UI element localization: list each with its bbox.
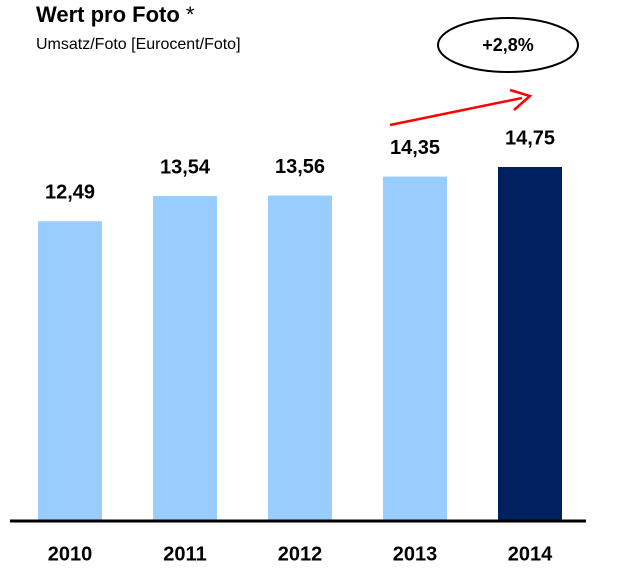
- value-label: 14,75: [505, 127, 555, 149]
- trend-arrow: [389, 96, 523, 127]
- x-tick-label: 2010: [48, 543, 93, 565]
- value-label: 14,35: [390, 137, 440, 159]
- value-label: 13,56: [275, 156, 325, 178]
- value-label: 12,49: [45, 182, 95, 204]
- bar: [268, 195, 332, 521]
- x-tick-label: 2011: [163, 543, 206, 565]
- value-label: 13,54: [160, 156, 211, 178]
- bar: [498, 167, 562, 521]
- x-tick-label: 2012: [278, 543, 323, 565]
- bar: [383, 176, 447, 521]
- chart-title: Wert pro Foto *: [36, 2, 195, 27]
- bar: [153, 196, 217, 522]
- annotation: +2,8%: [482, 35, 534, 55]
- title-text: Wert pro Foto: [36, 2, 180, 27]
- chart-subtitle: Umsatz/Foto [Eurocent/Foto]: [36, 36, 241, 53]
- trend-arrow-head: [509, 88, 533, 111]
- bar: [38, 221, 102, 522]
- x-tick-label: 2014: [508, 543, 553, 565]
- title-marker: *: [186, 2, 195, 27]
- x-tick-label: 2013: [393, 543, 438, 565]
- annotation-ellipse: [437, 17, 579, 73]
